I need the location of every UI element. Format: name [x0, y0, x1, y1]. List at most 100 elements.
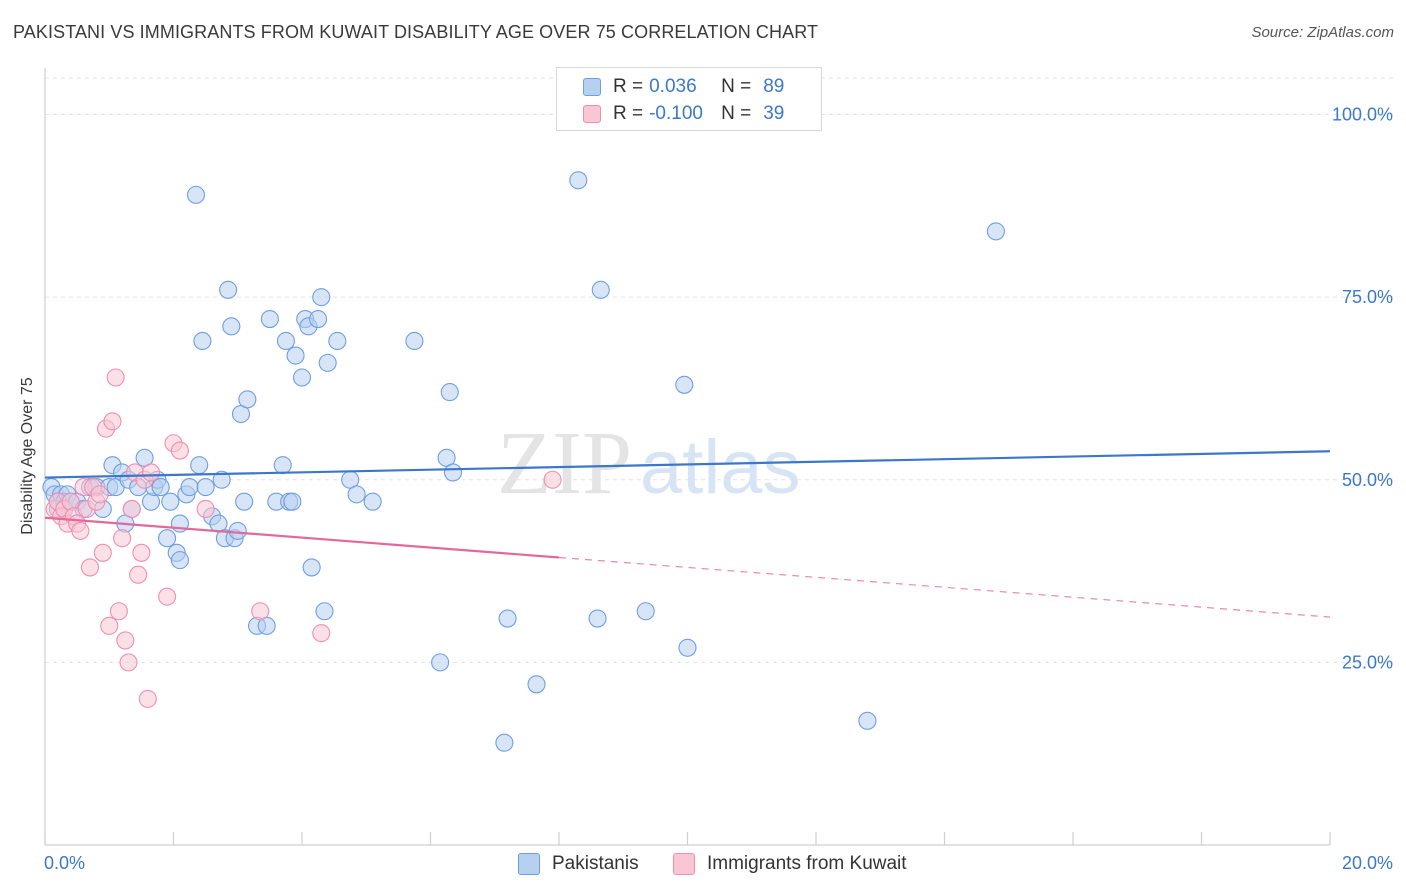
data-point: [328, 331, 347, 351]
legend-row-pakistanis: R = 0.036 N = 89: [583, 75, 784, 99]
data-point: [122, 499, 141, 519]
data-point: [591, 280, 610, 299]
data-point: [141, 492, 161, 511]
y-tick-label: 100.0%: [1332, 105, 1393, 125]
data-point: [158, 529, 177, 548]
data-point: [347, 485, 366, 504]
legend-swatch-blue: [583, 78, 601, 96]
data-point: [170, 441, 189, 460]
data-point: [318, 353, 337, 372]
data-point: [527, 675, 546, 694]
data-point: [61, 492, 80, 511]
stats-legend: R = 0.036 N = 89 R = -0.100 N = 39: [556, 67, 822, 131]
data-point: [235, 492, 254, 511]
data-point: [193, 331, 212, 351]
data-point: [100, 616, 119, 635]
data-point: [588, 609, 607, 628]
data-point: [161, 492, 180, 511]
bottom-legend-kuwait[interactable]: Immigrants from Kuwait: [673, 851, 907, 877]
y-tick-label: 75.0%: [1342, 287, 1393, 307]
data-point: [119, 653, 138, 672]
x-tick-label-min: 0.0%: [44, 853, 85, 873]
axes: [44, 68, 1331, 846]
data-point: [251, 602, 270, 621]
data-point: [109, 602, 128, 621]
data-point: [312, 288, 331, 307]
data-point: [151, 478, 170, 497]
data-point: [132, 543, 151, 562]
watermark-zip: ZIP: [497, 414, 632, 513]
data-point: [228, 521, 247, 540]
data-point: [90, 485, 109, 504]
bottom-legend-swatch-blue: [518, 853, 540, 875]
bottom-legend-label: Pakistanis: [552, 853, 639, 874]
data-point: [495, 733, 514, 752]
data-point: [431, 653, 450, 672]
bottom-legend-swatch-pink: [673, 853, 695, 875]
data-point: [569, 171, 588, 190]
n-value: 39: [763, 103, 785, 124]
data-point: [675, 375, 694, 394]
n-label: N =: [721, 103, 752, 124]
bottom-legend-label: Immigrants from Kuwait: [707, 853, 907, 874]
series-kuwait-points: [45, 368, 562, 708]
data-point: [543, 470, 562, 489]
r-label: R =: [613, 103, 644, 124]
data-point: [498, 609, 517, 628]
data-point: [636, 602, 655, 621]
data-point: [80, 558, 100, 577]
data-point: [292, 368, 312, 387]
data-point: [116, 631, 135, 650]
data-point: [443, 463, 463, 482]
data-point: [286, 346, 305, 365]
r-value: -0.100: [649, 103, 703, 124]
trend-lines: [44, 450, 1331, 618]
bottom-legend-pakistanis[interactable]: Pakistanis: [518, 851, 639, 877]
data-point: [190, 456, 209, 475]
data-point: [93, 543, 112, 562]
trend-line-kuwait: [44, 516, 560, 559]
trend-line-pakistanis: [44, 450, 1331, 479]
y-tick-label: 50.0%: [1342, 470, 1393, 490]
data-point: [158, 587, 177, 606]
y-axis-label: Disability Age Over 75: [19, 377, 36, 535]
data-point: [180, 478, 199, 497]
legend-row-kuwait: R = -0.100 N = 39: [583, 102, 784, 126]
data-point: [276, 331, 295, 351]
data-point: [222, 317, 241, 336]
n-label: N =: [721, 76, 752, 97]
data-point: [283, 492, 302, 511]
data-points: [42, 171, 1005, 752]
data-point: [186, 185, 206, 204]
trend-line-kuwait-extrapolated: [558, 556, 1331, 618]
data-point: [986, 222, 1005, 241]
data-point: [309, 310, 328, 329]
data-point: [196, 478, 215, 497]
data-point: [238, 390, 257, 409]
grid-lines: [45, 77, 1395, 663]
data-point: [71, 521, 90, 540]
data-point: [106, 368, 125, 387]
data-point: [363, 492, 382, 511]
n-value: 89: [763, 76, 785, 97]
legend-swatch-pink: [583, 105, 601, 123]
data-point: [858, 711, 877, 730]
data-point: [219, 280, 238, 299]
data-point: [170, 551, 189, 570]
series-pakistanis-points: [42, 171, 1005, 752]
tick-labels: 25.0% 50.0% 75.0% 100.0% 0.0% 20.0%: [44, 105, 1393, 873]
zipatlas-watermark: ZIP atlas: [497, 414, 801, 513]
source-credit: Source: ZipAtlas.com: [1251, 24, 1394, 41]
x-tick-label-max: 20.0%: [1342, 853, 1393, 873]
data-point: [312, 624, 331, 643]
data-point: [260, 310, 279, 329]
y-tick-label: 25.0%: [1342, 652, 1393, 672]
data-point: [196, 499, 215, 519]
data-point: [678, 638, 697, 657]
data-point: [212, 470, 231, 489]
data-point: [103, 412, 122, 431]
watermark-atlas: atlas: [640, 425, 801, 510]
data-point: [129, 565, 148, 584]
data-point: [138, 689, 157, 708]
